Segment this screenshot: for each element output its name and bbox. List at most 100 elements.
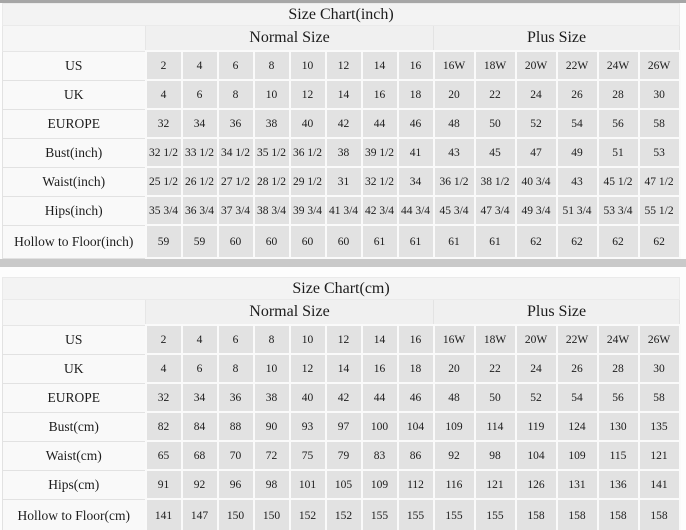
size-cell: 49: [555, 137, 599, 168]
size-cell: 30: [637, 79, 681, 110]
size-cell: 22W: [555, 50, 599, 81]
size-cell: 51: [596, 137, 640, 168]
size-cell: 79: [324, 440, 363, 471]
size-cell: 47: [514, 137, 558, 168]
row-label: Bust(cm): [2, 411, 146, 442]
size-cell: 75: [288, 440, 327, 471]
table-row: EUROPE 32 34 36 38 40 42 44 46 48 50 52 54 56 58: [2, 382, 681, 413]
size-cell: 22: [473, 353, 517, 384]
group-header-row: Normal Size Plus Size: [2, 299, 681, 326]
size-cell: 61: [360, 224, 399, 259]
size-cell: 8: [252, 324, 291, 355]
size-cell: 2: [144, 324, 183, 355]
size-cell: 39 3/4: [288, 195, 327, 226]
size-cell: 55 1/2: [637, 195, 681, 226]
title-row: Size Chart(inch): [1, 3, 681, 26]
size-cell: 104: [514, 440, 558, 471]
corner-cell: [2, 299, 146, 326]
row-label: Hips(cm): [2, 469, 146, 500]
size-cell: 42: [324, 108, 363, 139]
size-cell: 34 1/2: [216, 137, 255, 168]
size-cell: 12: [288, 79, 327, 110]
row-label: Waist(cm): [2, 440, 146, 471]
size-cell: 2: [144, 50, 183, 81]
size-cell: 20: [432, 79, 476, 110]
table-row: Hollow to Floor(inch) 59 59 60 60 60 60 61 61 61 6…: [2, 224, 681, 259]
size-cell: 109: [360, 469, 399, 500]
group-header-row: Normal Size Plus Size: [2, 25, 681, 52]
size-cell: 6: [216, 50, 255, 81]
size-cell: 14: [360, 324, 399, 355]
size-cell: 24W: [596, 324, 640, 355]
size-cell: 50: [473, 382, 517, 413]
row-label: Bust(inch): [2, 137, 146, 168]
size-cell: 37 3/4: [216, 195, 255, 226]
size-cell: 4: [144, 353, 183, 384]
size-cell: 26W: [637, 50, 681, 81]
size-cell: 158: [596, 498, 640, 530]
size-cell: 18: [396, 79, 435, 110]
size-cell: 98: [252, 469, 291, 500]
size-cell: 6: [180, 79, 219, 110]
size-cell: 131: [555, 469, 599, 500]
size-cell: 4: [180, 50, 219, 81]
size-cell: 97: [324, 411, 363, 442]
size-cell: 48: [432, 382, 476, 413]
size-cell: 84: [180, 411, 219, 442]
size-cell: 12: [324, 50, 363, 81]
group-header-plus-size: Plus Size: [432, 299, 681, 326]
size-cell: 72: [252, 440, 291, 471]
size-cell: 93: [288, 411, 327, 442]
size-cell: 22: [473, 79, 517, 110]
size-cell: 4: [180, 324, 219, 355]
size-cell: 24: [514, 353, 558, 384]
size-cell: 59: [180, 224, 219, 259]
size-cell: 34: [396, 166, 435, 197]
size-cell: 34: [180, 382, 219, 413]
size-cell: 158: [637, 498, 681, 530]
size-cell: 36 1/2: [432, 166, 476, 197]
size-table-inch: Size Chart(inch) Normal Size Plus Size U…: [1, 3, 681, 259]
size-cell: 32 1/2: [360, 166, 399, 197]
size-cell: 155: [396, 498, 435, 530]
size-cell: 44 3/4: [396, 195, 435, 226]
size-cell: 40 3/4: [514, 166, 558, 197]
size-cell: 38 3/4: [252, 195, 291, 226]
size-cell: 58: [637, 108, 681, 139]
size-cell: 38: [324, 137, 363, 168]
size-cell: 112: [396, 469, 435, 500]
size-cell: 88: [216, 411, 255, 442]
size-cell: 62: [596, 224, 640, 259]
size-cell: 24W: [596, 50, 640, 81]
size-cell: 26: [555, 79, 599, 110]
size-cell: 38: [252, 108, 291, 139]
size-cell: 141: [144, 498, 183, 530]
size-cell: 54: [555, 382, 599, 413]
size-cell: 141: [637, 469, 681, 500]
size-cell: 10: [252, 79, 291, 110]
size-cell: 28: [596, 79, 640, 110]
size-cell: 114: [473, 411, 517, 442]
size-table-cm: Size Chart(cm) Normal Size Plus Size US 2…: [1, 277, 681, 530]
table-title: Size Chart(cm): [1, 277, 681, 300]
size-cell: 34: [180, 108, 219, 139]
size-cell: 38 1/2: [473, 166, 517, 197]
size-cell: 54: [555, 108, 599, 139]
size-cell: 25 1/2: [144, 166, 183, 197]
size-cell: 40: [288, 108, 327, 139]
size-cell: 91: [144, 469, 183, 500]
size-cell: 45 1/2: [596, 166, 640, 197]
size-cell: 10: [288, 324, 327, 355]
size-cell: 28 1/2: [252, 166, 291, 197]
size-cell: 16: [396, 50, 435, 81]
top-edge-strip: [0, 0, 686, 3]
size-cell: 86: [396, 440, 435, 471]
size-cell: 152: [324, 498, 363, 530]
size-cell: 29 1/2: [288, 166, 327, 197]
size-cell: 35 1/2: [252, 137, 291, 168]
size-cell: 38: [252, 382, 291, 413]
table-row: Hollow to Floor(cm) 141 147 150 150 152 152 155…: [2, 498, 681, 530]
size-cell: 44: [360, 108, 399, 139]
size-cell: 8: [216, 353, 255, 384]
size-cell: 152: [288, 498, 327, 530]
